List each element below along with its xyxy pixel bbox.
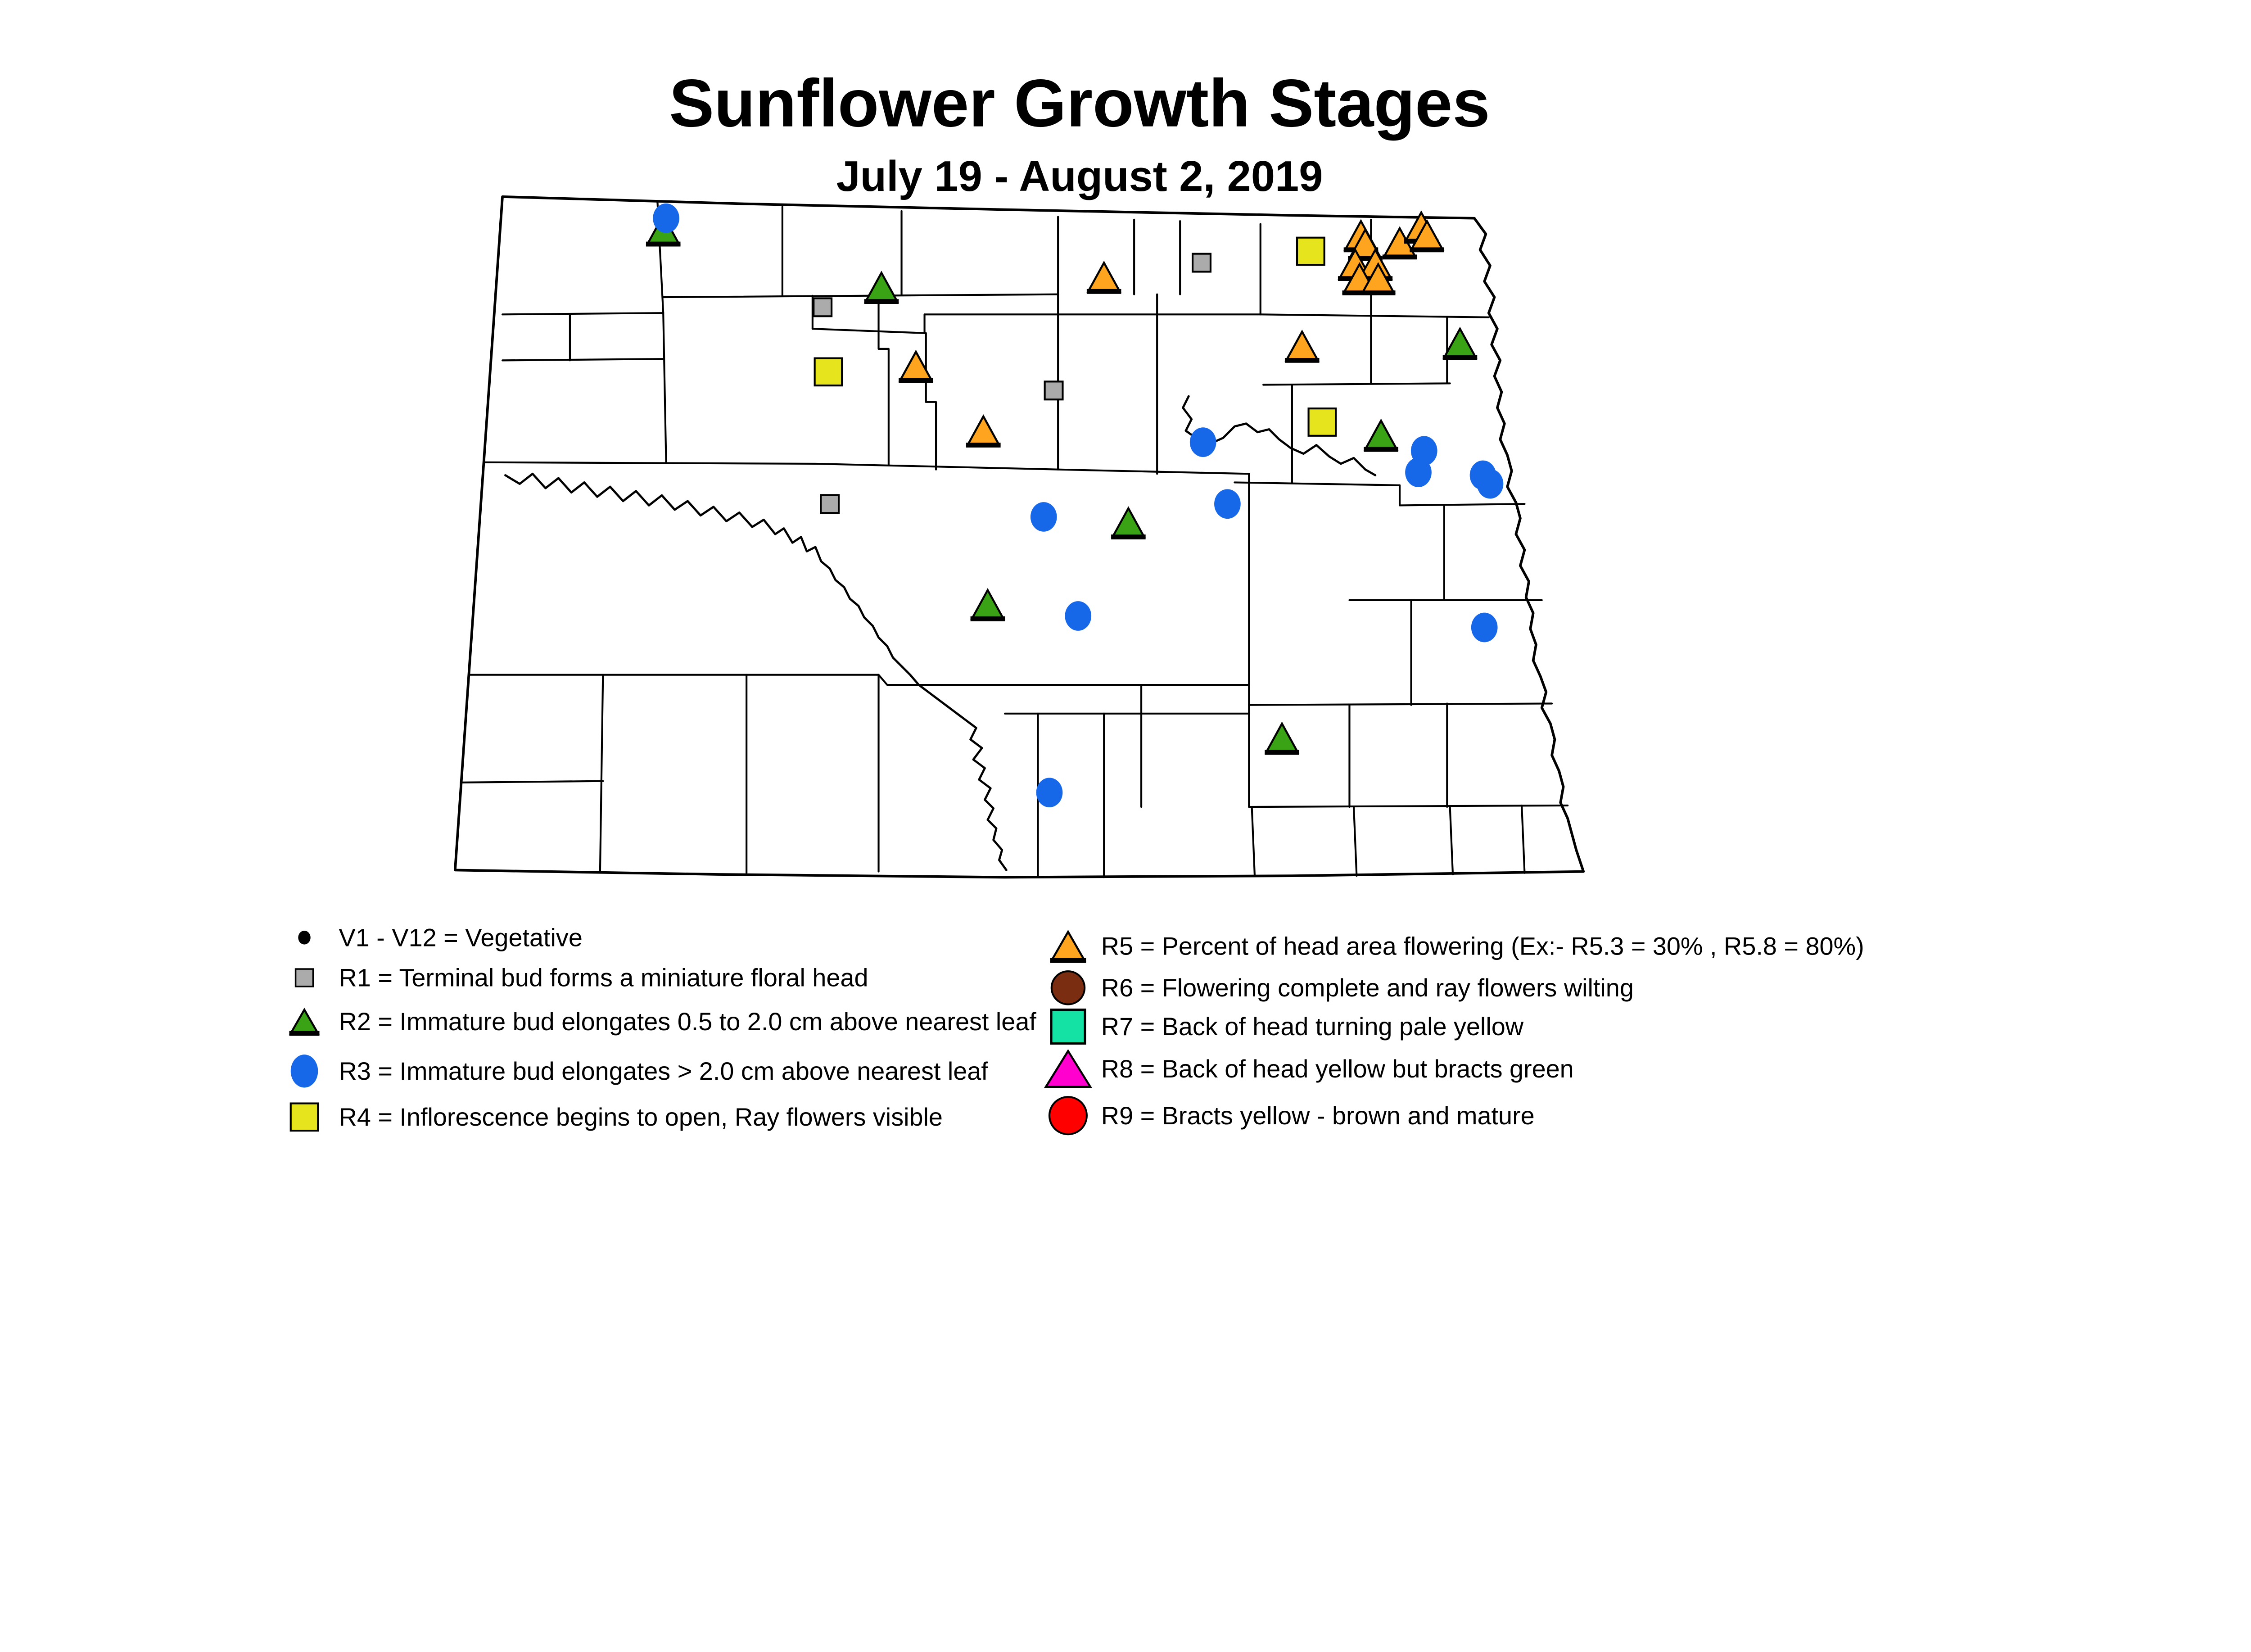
legend-row-R3: R3 = Immature bud elongates > 2.0 cm abo… xyxy=(290,1055,989,1088)
county-border-line xyxy=(877,294,890,466)
devils-lake-shoreline xyxy=(1182,395,1377,476)
county-border-line xyxy=(1521,804,1526,874)
marker-R3 xyxy=(653,203,679,233)
missouri-river-lake-sakakawea xyxy=(504,472,1008,871)
marker-R1 xyxy=(1192,253,1212,273)
legend-symbol-R7-square xyxy=(1050,1008,1086,1045)
marker-R3 xyxy=(1405,457,1432,487)
marker-R4 xyxy=(1307,407,1337,437)
county-border-line xyxy=(1262,382,1451,386)
legend-label-V: V1 - V12 = Vegetative xyxy=(339,923,583,951)
county-border-line xyxy=(1248,702,1553,706)
legend: V1 - V12 = Vegetative R1 = Terminal bud f… xyxy=(289,923,1864,1136)
legend-row-R5: R5 = Percent of head area flowering (Ex:… xyxy=(1049,930,1864,963)
legend-label-R9: R9 = Bracts yellow - brown and mature xyxy=(1101,1101,1535,1130)
legend-label-R1: R1 = Terminal bud forms a miniature flor… xyxy=(339,964,868,992)
legend-symbol-R1-square xyxy=(294,968,314,987)
legend-label-R5: R5 = Percent of head area flowering (Ex:… xyxy=(1101,932,1864,960)
marker-R3 xyxy=(1477,469,1504,499)
county-border-line xyxy=(483,461,1250,475)
marker-R3 xyxy=(1471,612,1498,643)
legend-symbol-R9-circle xyxy=(1048,1096,1088,1136)
legend-label-R4: R4 = Inflorescence begins to open, Ray f… xyxy=(339,1103,943,1131)
marker-R1 xyxy=(813,297,833,317)
county-border-line xyxy=(1398,484,1526,507)
legend-row-R2: R2 = Immature bud elongates 0.5 to 2.0 c… xyxy=(289,1007,1037,1036)
legend-label-R7: R7 = Back of head turning pale yellow xyxy=(1101,1012,1524,1041)
county-border-line xyxy=(460,780,604,783)
state-outline xyxy=(453,195,1585,879)
legend-row-R1: R1 = Terminal bud forms a miniature flor… xyxy=(294,964,868,992)
map-markers xyxy=(646,203,1504,808)
county-border-line xyxy=(925,332,937,471)
legend-symbol-R6-circle xyxy=(1050,970,1086,1005)
marker-R4 xyxy=(1296,236,1325,266)
marker-R1 xyxy=(820,494,840,514)
legend-symbol-R3-circle xyxy=(290,1055,318,1088)
county-border-line xyxy=(468,674,943,686)
marker-R3 xyxy=(1036,778,1063,808)
legend-label-R2: R2 = Immature bud elongates 0.5 to 2.0 c… xyxy=(339,1007,1037,1036)
sunflower-growth-stages-figure: Sunflower Growth Stages July 19 - August… xyxy=(289,65,1864,1136)
county-border-line xyxy=(1248,804,1569,808)
legend-row-R8: R8 = Back of head yellow but bracts gree… xyxy=(1044,1049,1574,1088)
page-title: Sunflower Growth Stages xyxy=(669,65,1490,141)
county-border-line xyxy=(1259,313,1490,318)
legend-row-R6: R6 = Flowering complete and ray flowers … xyxy=(1050,970,1634,1005)
legend-row-R4: R4 = Inflorescence begins to open, Ray f… xyxy=(289,1102,943,1132)
marker-R1 xyxy=(1044,380,1064,401)
subtitle: July 19 - August 2, 2019 xyxy=(836,152,1323,200)
north-dakota-map xyxy=(453,195,1585,879)
county-border-line xyxy=(599,674,604,873)
county-border-line xyxy=(662,312,667,463)
legend-row-V: V1 - V12 = Vegetative xyxy=(298,923,583,951)
county-border-line xyxy=(662,293,1059,299)
county-border-line xyxy=(502,358,664,362)
county-border-line xyxy=(502,312,664,316)
legend-symbol-R8-triangle xyxy=(1044,1049,1092,1088)
legend-symbol-R4-square xyxy=(289,1102,319,1132)
legend-label-R8: R8 = Back of head yellow but bracts gree… xyxy=(1101,1055,1574,1083)
marker-R3 xyxy=(1189,427,1216,457)
legend-row-R9: R9 = Bracts yellow - brown and mature xyxy=(1048,1096,1535,1136)
legend-symbol-V-dot xyxy=(298,930,311,945)
marker-R3 xyxy=(1030,502,1057,532)
legend-label-R6: R6 = Flowering complete and ray flowers … xyxy=(1101,973,1634,1002)
legend-row-R7: R7 = Back of head turning pale yellow xyxy=(1050,1008,1524,1045)
county-border-line xyxy=(1234,481,1401,486)
marker-R3 xyxy=(1065,601,1092,631)
marker-R3 xyxy=(1214,489,1241,519)
county-borders xyxy=(460,201,1569,878)
county-border-line xyxy=(811,328,926,334)
county-border-line xyxy=(1352,806,1358,877)
county-border-line xyxy=(1251,806,1256,877)
marker-R4 xyxy=(814,357,843,387)
county-border-line xyxy=(1449,806,1454,876)
legend-label-R3: R3 = Immature bud elongates > 2.0 cm abo… xyxy=(339,1057,989,1085)
